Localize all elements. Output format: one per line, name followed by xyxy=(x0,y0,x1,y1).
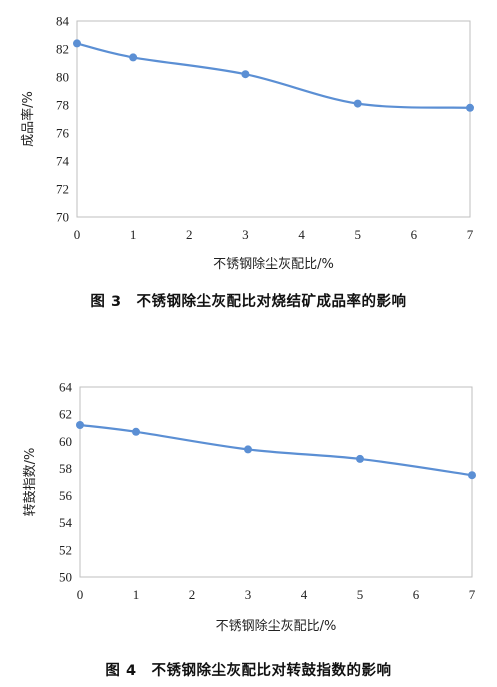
y-tick-label: 62 xyxy=(59,407,72,422)
series-line xyxy=(75,42,472,109)
y-tick-label: 58 xyxy=(59,461,72,476)
y-tick-label: 74 xyxy=(56,154,70,169)
data-point xyxy=(353,99,362,108)
y-tick-label: 54 xyxy=(59,515,73,530)
x-tick-label: 4 xyxy=(301,587,308,602)
y-tick-label: 64 xyxy=(59,380,73,395)
y-tick-label: 56 xyxy=(59,488,73,503)
y-tick-label: 78 xyxy=(56,98,69,113)
x-axis-label: 不锈钢除尘灰配比/% xyxy=(216,619,337,634)
y-axis-label: 成品率/% xyxy=(20,91,36,147)
x-tick-label: 1 xyxy=(130,227,137,242)
data-point xyxy=(129,53,138,62)
x-tick-label: 7 xyxy=(467,227,474,242)
data-point xyxy=(241,70,250,79)
x-tick-label: 3 xyxy=(245,587,252,602)
x-tick-label: 0 xyxy=(77,587,84,602)
figure-4-caption: 图 4 不锈钢除尘灰配比对转鼓指数的影响 xyxy=(105,663,392,679)
y-tick-label: 52 xyxy=(59,542,72,557)
y-tick-label: 60 xyxy=(59,434,72,449)
series-line xyxy=(78,423,474,477)
plot-area-frame xyxy=(79,386,473,578)
x-tick-label: 1 xyxy=(133,587,140,602)
y-tick-label: 70 xyxy=(56,210,69,225)
data-point xyxy=(132,427,140,436)
y-tick-label: 50 xyxy=(59,570,72,585)
x-tick-label: 6 xyxy=(411,227,418,242)
y-axis-label: 转鼓指数/% xyxy=(23,448,38,517)
figure-3: 70 72 74 76 78 80 82 84 0 1 2 3 4 5 6 7 不锈钢除尘灰配比/% 成品率/% … xyxy=(0,0,497,330)
data-point xyxy=(244,445,252,454)
chart-3: 70 72 74 76 78 80 82 84 0 1 2 3 4 5 6 7 不锈钢除尘灰配比/% 成品率/% xyxy=(20,14,474,272)
x-tick-label: 0 xyxy=(74,227,81,242)
figure-3-caption: 图 3 不锈钢除尘灰配比对烧结矿成品率的影响 xyxy=(90,294,407,310)
data-point xyxy=(466,103,474,112)
y-tick-label: 76 xyxy=(56,126,70,141)
x-tick-label: 2 xyxy=(186,227,193,242)
x-tick-label: 5 xyxy=(354,227,361,242)
y-tick-label: 84 xyxy=(56,14,70,29)
data-point xyxy=(356,454,364,463)
x-tick-label: 4 xyxy=(298,227,305,242)
y-tick-label: 72 xyxy=(56,182,69,197)
y-tick-label: 80 xyxy=(56,70,69,85)
x-tick-label: 2 xyxy=(189,587,196,602)
data-point xyxy=(73,39,81,48)
x-axis-label: 不锈钢除尘灰配比/% xyxy=(213,257,334,272)
x-tick-label: 6 xyxy=(413,587,420,602)
y-tick-label: 82 xyxy=(56,42,69,57)
plot-area-frame xyxy=(76,20,471,218)
x-tick-label: 5 xyxy=(357,587,364,602)
figure-4: 50 52 54 56 58 60 62 64 0 1 2 3 4 5 6 7 不锈钢除尘灰配比/% 转鼓指数/%… xyxy=(0,365,497,687)
data-point xyxy=(76,421,84,429)
data-point xyxy=(468,471,476,480)
x-tick-label: 7 xyxy=(469,587,476,602)
x-tick-label: 3 xyxy=(242,227,249,242)
